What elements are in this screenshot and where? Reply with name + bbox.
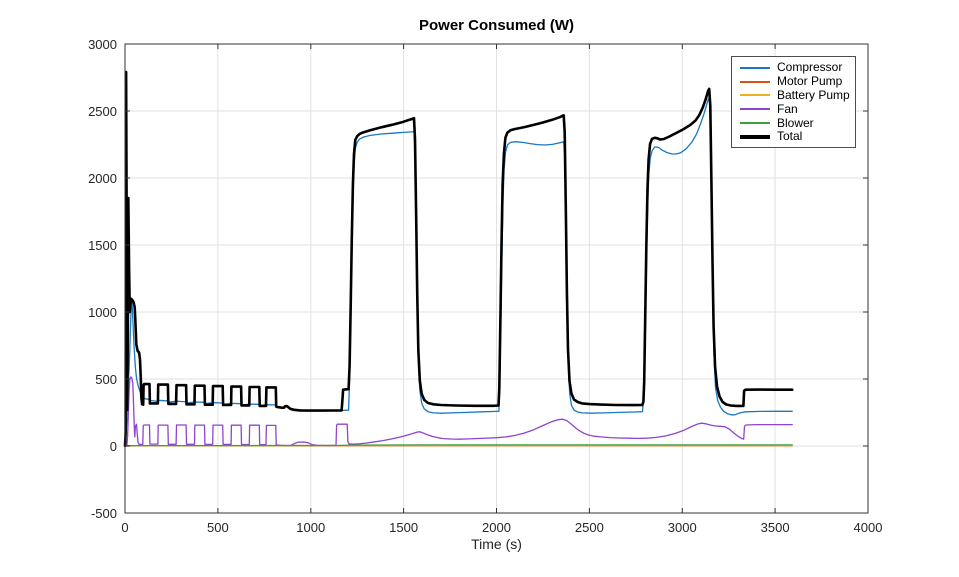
legend-label-compressor: Compressor: [777, 60, 843, 75]
x-tick-label: 2500: [574, 520, 604, 535]
legend: Compressor Motor Pump Battery Pump Fan B…: [731, 56, 856, 148]
legend-line-total: [740, 134, 770, 139]
y-tick-label: 500: [95, 372, 117, 387]
legend-label-total: Total: [777, 129, 803, 144]
y-tick-label: 1500: [88, 238, 117, 253]
series-total: [123, 70, 794, 448]
legend-item-battery-pump: Battery Pump: [732, 87, 855, 103]
legend-line-blower: [740, 122, 770, 125]
x-axis-label: Time (s): [471, 536, 522, 552]
y-tick-label: 2000: [88, 171, 117, 186]
legend-line-fan: [740, 108, 770, 111]
y-tick-label: 2500: [88, 104, 117, 119]
legend-label-fan: Fan: [777, 101, 798, 116]
series-compressor: [124, 98, 793, 447]
y-tick-label: 0: [109, 439, 117, 454]
legend-label-battery-pump: Battery Pump: [777, 87, 850, 102]
x-tick-label: 500: [207, 520, 229, 535]
x-tick-label: 3500: [760, 520, 790, 535]
legend-item-fan: Fan: [732, 102, 855, 116]
x-tick-label: 0: [121, 520, 129, 535]
y-tick-label: 1000: [88, 305, 117, 320]
x-tick-label: 4000: [853, 520, 883, 535]
legend-item-motor-pump: Motor Pump: [732, 75, 855, 89]
y-tick-label: 3000: [88, 37, 117, 52]
x-tick-label: 2000: [482, 520, 511, 535]
legend-label-blower: Blower: [777, 115, 814, 130]
x-tick-label: 3000: [667, 520, 697, 535]
axes-box: [124, 43, 869, 514]
legend-item-total: Total: [732, 130, 855, 144]
series-fan: [124, 376, 793, 447]
series-blower: [124, 444, 793, 447]
legend-line-motor-pump: [740, 80, 770, 83]
legend-line-battery-pump: [740, 94, 770, 97]
x-tick-label: 1500: [389, 520, 419, 535]
chart-title: Power Consumed (W): [418, 17, 574, 34]
x-tick-label: 1000: [296, 520, 326, 535]
y-tick-label: -500: [90, 506, 117, 521]
legend-item-blower: Blower: [732, 116, 855, 130]
legend-item-compressor: Compressor: [732, 61, 855, 75]
legend-label-motor-pump: Motor Pump: [777, 74, 843, 89]
legend-line-compressor: [740, 66, 770, 69]
